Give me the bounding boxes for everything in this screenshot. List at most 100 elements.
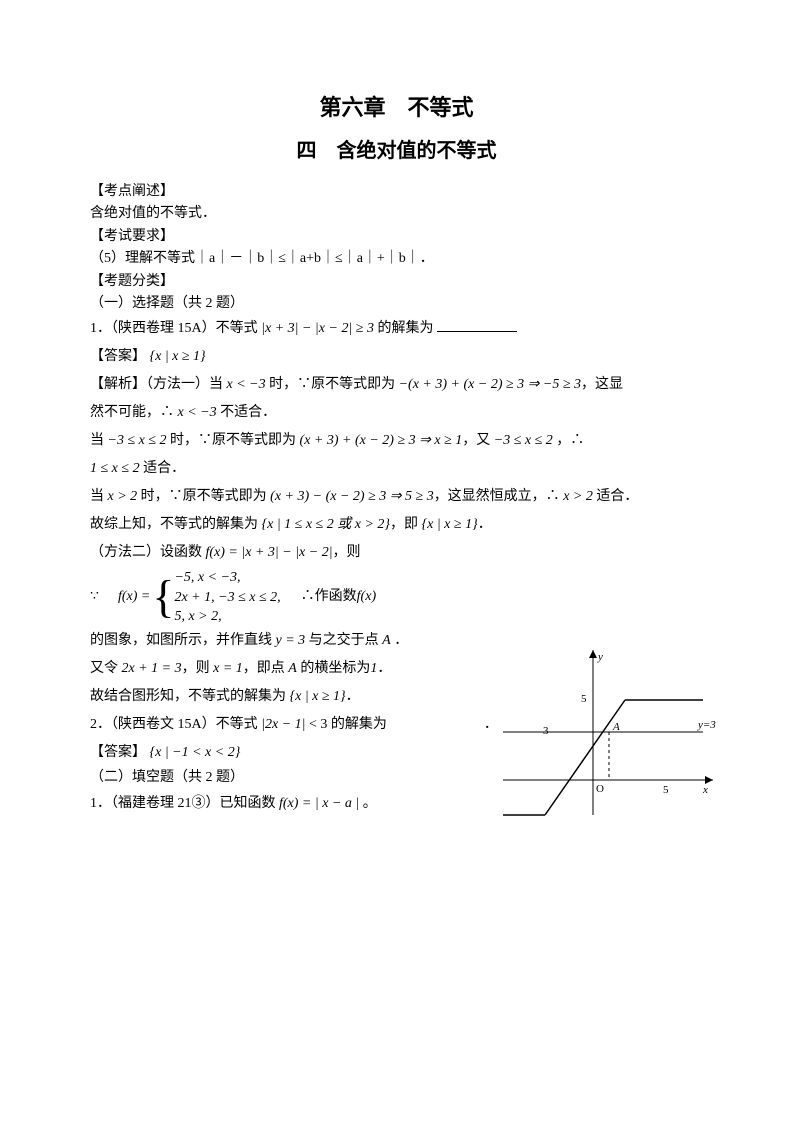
text-section1: （一）选择题（共 2 题） [90, 293, 703, 315]
q1-suffix: 的解集为 [377, 321, 433, 336]
answer-label: 【答案】 [90, 349, 146, 364]
q2-inequality: |2x − 1| [261, 717, 305, 732]
graph-label-3: 3 [543, 725, 549, 737]
solution-line2: 然不可能，∴ x < −3 不适合． [90, 399, 703, 427]
function-graph: y x 5 3 A O 5 y=3 [503, 640, 723, 830]
m6b: {x | 1 ≤ x ≤ 2 或 x > 2} [262, 517, 391, 532]
m4a: 1 ≤ x ≤ 2 [90, 461, 140, 476]
graph-label-x: x [702, 784, 708, 796]
m4b: 适合． [143, 461, 185, 476]
text-kaodian: 含绝对值的不等式． [90, 203, 703, 225]
m1b: x < −3 [227, 377, 266, 392]
m7a: （方法二）设函数 [90, 545, 202, 560]
m2a: 然不可能，∴ [90, 405, 174, 420]
answer-1-value: {x | x ≥ 1} [150, 349, 206, 364]
m9a: 又令 [90, 661, 118, 676]
m10a: 故结合图形知，不等式的解集为 [90, 689, 286, 704]
q2-suffix1: < 3 的解集为 [309, 717, 387, 732]
q3-suffix: 。 [363, 796, 377, 811]
m5e: ，这显然恒成立，∴ [434, 489, 560, 504]
case-1: −5, x < −3, [174, 568, 280, 588]
m6e: ． [478, 517, 492, 532]
m3a: 当 [90, 433, 104, 448]
answer-1: 【答案】 {x | x ≥ 1} [90, 343, 703, 371]
fx-tail1: ∴作函数 [301, 582, 357, 613]
m5d: (x + 3) − (x − 2) ≥ 3 ⇒ 5 ≥ 3 [270, 489, 434, 504]
graph-label-A: A [612, 721, 620, 733]
m1e: ，这显 [581, 377, 623, 392]
chapter-title: 第六章 不等式 [90, 90, 703, 122]
graph-label-5: 5 [581, 693, 587, 705]
answer-2-value: {x | −1 < x < 2} [150, 745, 241, 760]
m8c: 与之交于点 [309, 633, 379, 648]
m3c: 时，∵原不等式即为 [170, 433, 296, 448]
solution-line6: 故综上知，不等式的解集为 {x | 1 ≤ x ≤ 2 或 x > 2}，即 {… [90, 511, 703, 539]
m5f: x > 2 [563, 489, 593, 504]
m9b: 2x + 1 = 3 [122, 661, 182, 676]
m3b: −3 ≤ x ≤ 2 [108, 433, 167, 448]
m9e: ，即点 [243, 661, 285, 676]
m9g: 的横坐标为 [300, 661, 370, 676]
m5b: x > 2 [108, 489, 138, 504]
question-1: 1．（陕西卷理 15A）不等式 |x + 3| − |x − 2| ≥ 3 的解… [90, 315, 703, 343]
m9c: ，则 [182, 661, 210, 676]
fx-lhs: f(x) = [118, 582, 150, 613]
q3-eq: f(x) = | x − a | [279, 796, 359, 811]
heading-kaodian: 【考点阐述】 [90, 181, 703, 203]
graph-label-5x: 5 [663, 784, 669, 796]
q1-blank [437, 317, 517, 332]
m9d: x = 1 [213, 661, 243, 676]
m1a: （方法一）当 [146, 377, 223, 392]
q3-prefix: 1．（福建卷理 21③）已知函数 [90, 796, 276, 811]
graph-label-y3: y=3 [697, 719, 716, 731]
m3g: ，∴ [556, 433, 584, 448]
m1d: −(x + 3) + (x − 2) ≥ 3 ⇒ −5 ≥ 3 [399, 377, 581, 392]
m3f: −3 ≤ x ≤ 2 [494, 433, 553, 448]
solution-line4: 1 ≤ x ≤ 2 适合． [90, 455, 703, 483]
m5c: 时，∵原不等式即为 [141, 489, 267, 504]
q2-suffix2: ． [484, 717, 498, 732]
heading-kaoshi: 【考试要求】 [90, 226, 703, 248]
m8a: 的图象，如图所示，并作直线 [90, 633, 272, 648]
m7b: f(x) = |x + 3| − |x − 2| [206, 545, 333, 560]
section-title: 四 含绝对值的不等式 [90, 134, 703, 163]
m1c: 时，∵原不等式即为 [269, 377, 395, 392]
solution-label: 【解析】 [90, 377, 146, 392]
m2c: 不适合． [220, 405, 276, 420]
heading-kaoti: 【考题分类】 [90, 271, 703, 293]
method2-line1: （方法二）设函数 f(x) = |x + 3| − |x − 2|，则 [90, 539, 703, 567]
piecewise-row: ∵ f(x) = { −5, x < −3, 2x + 1, −3 ≤ x ≤ … [90, 567, 703, 627]
m6d: {x | x ≥ 1} [422, 517, 478, 532]
m8e: ． [394, 633, 408, 648]
m3d: (x + 3) + (x − 2) ≥ 3 ⇒ x ≥ 1 [300, 433, 463, 448]
answer-label-2: 【答案】 [90, 745, 146, 760]
case-3: 5, x > 2, [174, 607, 280, 627]
m5g: 适合． [596, 489, 638, 504]
m6a: 故综上知，不等式的解集为 [90, 517, 258, 532]
q1-inequality: |x + 3| − |x − 2| ≥ 3 [261, 321, 374, 336]
m8d: A [382, 633, 391, 648]
solution-line5: 当 x > 2 时，∵原不等式即为 (x + 3) − (x − 2) ≥ 3 … [90, 483, 703, 511]
m6c: ，即 [390, 517, 418, 532]
q2-blank [390, 714, 480, 728]
q2-prefix: 2．（陕西卷文 15A）不等式 [90, 717, 258, 732]
m10b: {x | x ≥ 1} [290, 689, 346, 704]
m2b: x < −3 [178, 405, 217, 420]
graph-label-y: y [597, 651, 603, 663]
graph-label-O: O [596, 783, 604, 795]
m9f: A [288, 661, 297, 676]
m5a: 当 [90, 489, 104, 504]
solution-line1: 【解析】（方法一）当 x < −3 时，∵原不等式即为 −(x + 3) + (… [90, 371, 703, 399]
m8b: y = 3 [276, 633, 306, 648]
case-2: 2x + 1, −3 ≤ x ≤ 2, [174, 588, 280, 608]
text-kaoshi: （5）理解不等式｜a｜－｜b｜≤｜a+b｜≤｜a｜+｜b｜． [90, 248, 703, 270]
solution-line3: 当 −3 ≤ x ≤ 2 时，∵原不等式即为 (x + 3) + (x − 2)… [90, 427, 703, 455]
q1-prefix: 1．（陕西卷理 15A）不等式 [90, 321, 258, 336]
m10c: ． [346, 689, 360, 704]
piecewise-cases: −5, x < −3, 2x + 1, −3 ≤ x ≤ 2, 5, x > 2… [174, 568, 280, 627]
m9i: ． [377, 661, 391, 676]
m3e: ，又 [462, 433, 490, 448]
fx-tail2: f(x) [357, 582, 376, 613]
brace-icon: { [152, 567, 174, 627]
m7c: ，则 [333, 545, 361, 560]
